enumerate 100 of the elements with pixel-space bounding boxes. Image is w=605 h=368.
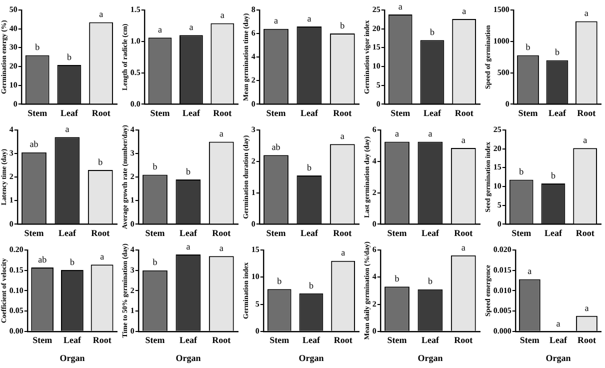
- data-label: b: [428, 276, 433, 286]
- y-tick-label: 20: [372, 24, 380, 33]
- y-tick-label: 0.10: [9, 286, 24, 295]
- x-tick-label: Stem: [512, 228, 532, 238]
- data-label: a: [219, 242, 224, 253]
- x-tick-label: Leaf: [60, 108, 79, 118]
- y-tick-label: 0.05: [9, 306, 24, 316]
- x-tick-label: Root: [334, 335, 352, 346]
- data-label: a: [189, 22, 194, 32]
- x-tick-label: Stem: [150, 108, 170, 118]
- y-tick-label: 50: [9, 5, 18, 14]
- y-tick-label: 10: [493, 182, 502, 191]
- x-tick-label: Root: [577, 108, 596, 118]
- data-label: b: [35, 42, 40, 52]
- y-tick-label: 0.000: [493, 326, 512, 336]
- x-tick-label: Root: [91, 228, 110, 238]
- data-label: b: [554, 47, 560, 58]
- y-tick-label: 1: [251, 188, 256, 197]
- x-tick-label: Root: [454, 335, 473, 346]
- x-axis-title: Organ: [418, 352, 443, 363]
- y-tick-label: 0.15: [9, 265, 24, 274]
- data-label: a: [461, 134, 466, 145]
- y-tick-label: 0: [130, 219, 134, 228]
- x-tick-label: Leaf: [182, 108, 201, 118]
- x-tick-label: Root: [213, 108, 232, 118]
- y-tick-label: 0: [255, 326, 260, 336]
- y-tick-label: 1: [130, 196, 134, 205]
- x-axis-title: Organ: [298, 352, 324, 363]
- data-label: a: [99, 9, 104, 20]
- y-tick-label: 1000: [493, 36, 510, 46]
- y-tick-label: 2: [130, 172, 134, 182]
- data-label: a: [341, 248, 346, 258]
- x-tick-label: Stem: [518, 108, 538, 118]
- x-tick-label: Leaf: [179, 228, 198, 238]
- x-tick-label: Root: [92, 108, 110, 118]
- y-tick-label: 1: [130, 306, 134, 316]
- x-tick-label: Stem: [387, 228, 408, 238]
- y-tick-label: 1.5: [130, 5, 140, 14]
- y-tick-label: 0: [251, 219, 256, 228]
- y-tick-label: 2: [9, 172, 14, 182]
- x-tick-label: Root: [576, 228, 594, 238]
- x-tick-label: Leaf: [63, 335, 82, 346]
- y-tick-label: 4: [372, 156, 376, 166]
- y-tick-label: 3: [130, 265, 134, 274]
- x-tick-label: Stem: [520, 335, 540, 346]
- data-label: a: [462, 6, 466, 16]
- x-axis-title: Organ: [176, 352, 201, 363]
- y-tick-label: 40: [9, 24, 18, 33]
- x-tick-label: Leaf: [302, 335, 321, 346]
- data-label: a: [186, 241, 190, 252]
- data-label: b: [70, 256, 75, 267]
- y-tick-label: 4: [130, 125, 134, 134]
- x-axis-title: Organ: [546, 352, 571, 363]
- data-label: b: [394, 273, 400, 284]
- x-tick-label: Root: [454, 108, 474, 118]
- y-tick-label: 5: [497, 200, 502, 210]
- y-tick-label: 25: [493, 125, 502, 134]
- data-label: a: [395, 128, 399, 139]
- y-tick-label: 0.5: [130, 68, 140, 77]
- y-tick-label: 0: [251, 99, 256, 108]
- y-tick-label: 0.015: [493, 265, 512, 274]
- data-label: ab: [272, 142, 281, 152]
- x-tick-label: Root: [454, 228, 473, 238]
- data-label: b: [519, 166, 524, 177]
- data-label: a: [65, 124, 70, 134]
- x-tick-label: Root: [212, 228, 231, 238]
- y-tick-label: 3: [130, 148, 134, 158]
- x-axis-title: Organ: [60, 352, 85, 363]
- y-tick-label: 25: [372, 5, 380, 14]
- y-tick-label: 15: [251, 245, 260, 254]
- y-tick-label: 0: [13, 99, 18, 108]
- x-tick-label: Stem: [24, 228, 44, 238]
- y-tick-label: 0.00: [9, 326, 24, 336]
- y-tick-label: 3: [9, 148, 14, 158]
- x-tick-label: Root: [212, 335, 231, 346]
- data-label: a: [340, 130, 344, 141]
- y-tick-label: 500: [497, 68, 510, 77]
- y-tick-label: 6: [251, 28, 256, 38]
- data-label: a: [219, 128, 224, 139]
- y-tick-label: 15: [372, 42, 380, 52]
- y-tick-label: 4: [372, 272, 376, 282]
- data-label: a: [583, 134, 588, 145]
- data-label: b: [98, 156, 104, 167]
- data-label: ab: [38, 254, 48, 264]
- x-tick-label: Leaf: [548, 108, 567, 118]
- y-tick-label: 10: [9, 80, 18, 90]
- y-tick-label: 2: [372, 188, 376, 197]
- y-tick-label: 0: [372, 219, 376, 228]
- x-tick-label: Leaf: [300, 108, 319, 118]
- y-tick-label: 0: [130, 326, 134, 336]
- data-label: a: [556, 318, 560, 328]
- data-label: b: [186, 166, 191, 176]
- x-tick-label: Stem: [28, 108, 48, 118]
- data-label: a: [220, 10, 224, 20]
- y-tick-label: 2: [251, 156, 256, 166]
- y-tick-label: 0.0: [130, 99, 140, 108]
- y-tick-label: 0: [372, 326, 376, 336]
- y-tick-label: 15: [493, 162, 502, 172]
- x-tick-label: Leaf: [549, 335, 568, 346]
- y-tick-label: 10: [372, 62, 380, 71]
